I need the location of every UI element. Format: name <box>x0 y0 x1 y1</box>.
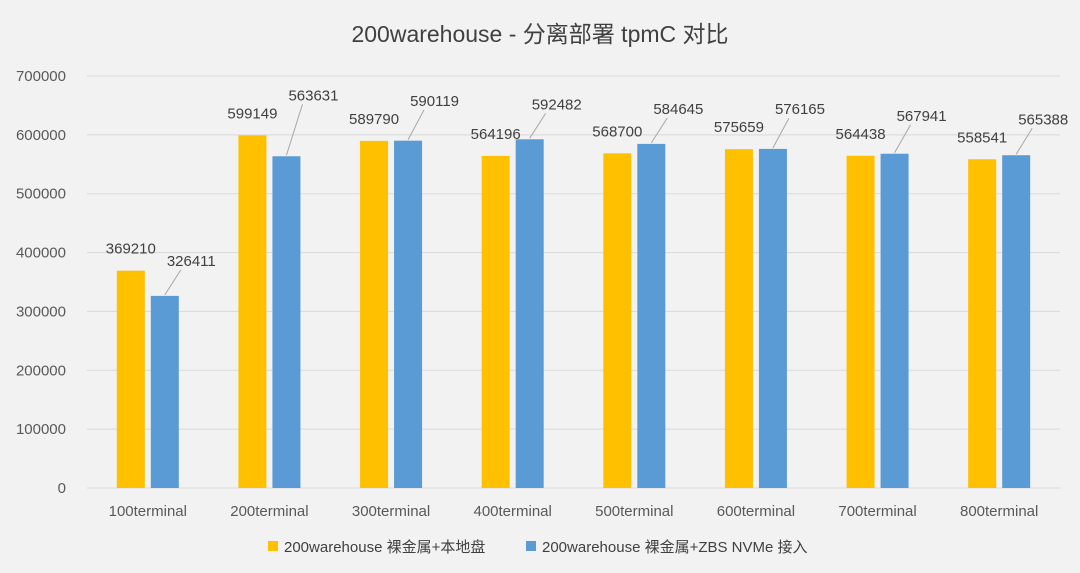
x-category-label: 100terminal <box>109 503 187 520</box>
bar-series-2 <box>637 143 666 488</box>
gridlines <box>87 75 1060 489</box>
label-leaders <box>164 104 1033 296</box>
data-label-series-1: 568700 <box>592 123 642 140</box>
bar-series-1 <box>481 155 510 488</box>
bar-series-1 <box>603 153 632 489</box>
x-category-label: 400terminal <box>473 503 551 520</box>
bar-series-2 <box>272 156 301 489</box>
label-leader-line <box>164 269 182 296</box>
x-axis-categories: 100terminal 200terminal 300terminal 400term… <box>109 503 1039 520</box>
data-label-series-1: 589790 <box>349 111 399 128</box>
y-tick-label: 600000 <box>16 127 66 144</box>
bar-series-2 <box>1002 155 1031 489</box>
label-leader-line <box>529 113 547 139</box>
bar-series-2 <box>515 139 544 488</box>
bar-series-1 <box>846 155 875 489</box>
label-leader-line <box>772 117 790 149</box>
data-label-series-2: 576165 <box>775 101 825 118</box>
label-leader-line <box>285 104 303 156</box>
y-tick-label: 700000 <box>16 68 66 85</box>
data-label-series-2: 590119 <box>410 93 459 110</box>
data-labels: 369210 326411 599149 563631 589790 590119 5641… <box>106 87 1068 270</box>
bar-series-2 <box>880 153 909 489</box>
legend-label-series-1: 200warehouse 裸金属+本地盘 <box>284 538 485 556</box>
legend-label-series-2: 200warehouse 裸金属+ZBS NVMe 接入 <box>542 539 808 556</box>
data-label-series-2: 326411 <box>167 253 216 270</box>
bar-series-2 <box>150 295 179 488</box>
x-category-label: 200terminal <box>230 503 308 520</box>
x-category-label: 600terminal <box>717 503 795 520</box>
bar-series-1 <box>238 135 267 488</box>
data-label-series-1: 558541 <box>957 129 1007 146</box>
y-axis-ticks: 0 100000 200000 300000 400000 500000 600000 700… <box>16 68 66 497</box>
y-tick-label: 400000 <box>16 245 66 262</box>
data-label-series-1: 575659 <box>714 119 764 136</box>
data-label-series-1: 599149 <box>227 105 277 122</box>
bar-series-1 <box>360 140 389 488</box>
y-tick-label: 0 <box>58 480 66 497</box>
data-label-series-2: 563631 <box>288 87 338 104</box>
label-leader-line <box>407 109 425 140</box>
data-label-series-2: 584645 <box>653 101 703 118</box>
bar-series-1 <box>116 270 145 488</box>
chart-title: 200warehouse - 分离部署 tpmC 对比 <box>351 21 728 47</box>
y-tick-label: 100000 <box>16 421 66 438</box>
data-label-series-2: 592482 <box>532 96 582 113</box>
y-tick-label: 500000 <box>16 186 66 203</box>
legend: 200warehouse 裸金属+本地盘 200warehouse 裸金属+ZB… <box>268 538 808 556</box>
data-label-series-2: 565388 <box>1018 111 1068 128</box>
label-leader-line <box>1015 127 1033 155</box>
y-tick-label: 300000 <box>16 303 66 320</box>
bar-series-2 <box>394 140 423 488</box>
y-tick-label: 200000 <box>16 362 66 379</box>
data-label-series-1: 564438 <box>836 126 886 143</box>
bar-series-2 <box>758 148 787 488</box>
label-leader-line <box>894 124 911 153</box>
bar-series-1 <box>724 149 753 488</box>
legend-swatch-series-1 <box>268 541 278 551</box>
x-category-label: 700terminal <box>838 503 916 520</box>
data-label-series-1: 564196 <box>471 126 521 143</box>
bars <box>116 135 1031 489</box>
data-label-series-2: 567941 <box>897 108 947 125</box>
legend-swatch-series-2 <box>526 541 536 551</box>
x-category-label: 500terminal <box>595 503 673 520</box>
x-category-label: 300terminal <box>352 503 430 520</box>
label-leader-line <box>650 117 668 144</box>
bar-series-1 <box>968 159 997 488</box>
data-label-series-1: 369210 <box>106 241 156 258</box>
x-category-label: 800terminal <box>960 503 1038 520</box>
